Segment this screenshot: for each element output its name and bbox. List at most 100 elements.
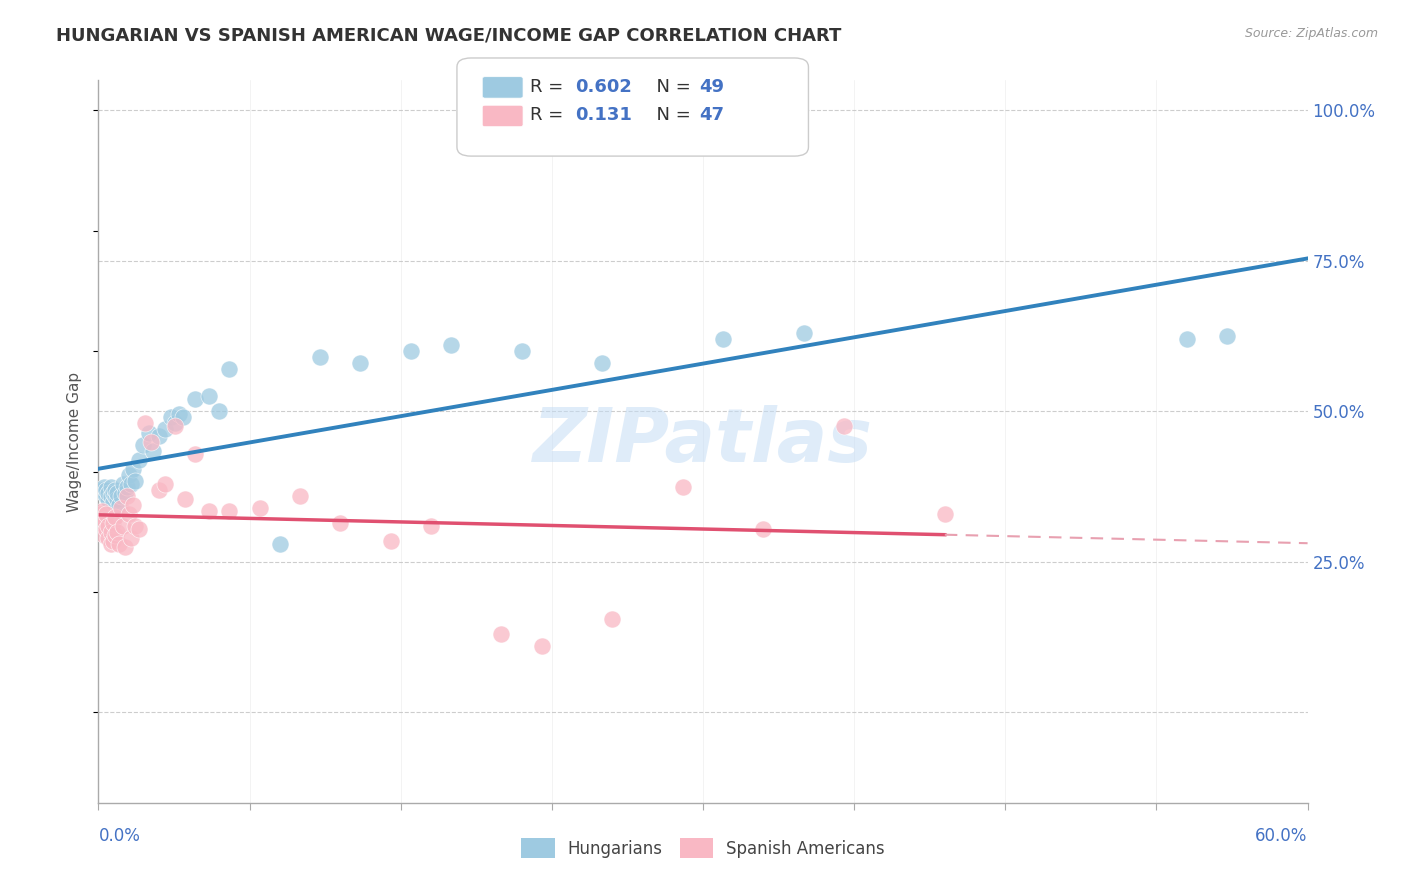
Point (91, 504, 114, 518)
Point (103, 489, 125, 503)
Text: 49: 49 (699, 78, 724, 95)
Point (107, 537, 129, 551)
Point (148, 428, 170, 442)
Point (96, 522, 118, 536)
Point (105, 524, 128, 539)
Point (184, 392, 207, 407)
Point (142, 443, 165, 458)
Point (91, 518, 114, 533)
Point (105, 491, 128, 506)
Point (101, 516, 124, 530)
Point (1175, 332, 1198, 346)
Text: 0.602: 0.602 (575, 78, 631, 95)
Point (309, 350, 332, 364)
Point (93, 513, 115, 527)
Point (380, 533, 402, 548)
Y-axis label: Wage/Income Gap: Wage/Income Gap (67, 371, 83, 512)
Point (91, 483, 114, 497)
Point (96, 489, 118, 503)
Point (163, 417, 186, 431)
Point (163, 419, 186, 434)
Point (134, 417, 156, 431)
Point (101, 485, 124, 500)
Point (752, 522, 775, 536)
Text: 60.0%: 60.0% (1256, 827, 1308, 845)
Point (100, 480, 122, 494)
Point (138, 425, 160, 440)
Point (100, 524, 122, 539)
Point (934, 507, 956, 521)
Point (132, 437, 155, 451)
Legend: Hungarians, Spanish Americans: Hungarians, Spanish Americans (513, 830, 893, 867)
Point (591, 356, 613, 370)
Point (711, 332, 734, 346)
Text: N =: N = (645, 106, 697, 124)
Text: Source: ZipAtlas.com: Source: ZipAtlas.com (1244, 27, 1378, 40)
Text: 0.131: 0.131 (575, 106, 631, 124)
Point (288, 489, 311, 503)
Point (110, 500, 132, 515)
Point (120, 531, 142, 545)
Point (218, 362, 240, 376)
Point (121, 498, 143, 512)
Point (97, 531, 120, 545)
Point (1216, 329, 1239, 343)
Text: HUNGARIAN VS SPANISH AMERICAN WAGE/INCOME GAP CORRELATION CHART: HUNGARIAN VS SPANISH AMERICAN WAGE/INCOM… (56, 27, 842, 45)
Point (530, 639, 553, 653)
Point (111, 518, 134, 533)
Point (167, 408, 190, 422)
Point (218, 504, 240, 518)
Text: R =: R = (530, 106, 575, 124)
Point (120, 476, 142, 491)
Point (100, 537, 122, 551)
Text: 47: 47 (699, 106, 724, 124)
Point (399, 344, 422, 359)
Point (121, 461, 143, 475)
Point (96, 483, 118, 497)
Point (128, 452, 150, 467)
Point (510, 344, 533, 359)
Point (97, 518, 120, 533)
Point (114, 485, 136, 500)
Point (249, 500, 271, 515)
Point (174, 491, 197, 506)
Point (153, 423, 176, 437)
Point (107, 498, 129, 512)
Point (101, 494, 124, 508)
Text: N =: N = (645, 78, 697, 95)
Point (349, 356, 371, 370)
Point (100, 489, 122, 503)
Point (105, 485, 128, 500)
Point (118, 507, 141, 521)
Point (96, 507, 118, 521)
Point (148, 483, 170, 497)
Point (832, 419, 855, 434)
Point (114, 540, 136, 554)
Point (128, 522, 150, 536)
Point (93, 528, 115, 542)
Point (110, 489, 132, 503)
Point (793, 326, 815, 340)
Point (160, 410, 183, 425)
Point (172, 410, 194, 425)
Point (420, 518, 443, 533)
Point (97, 485, 120, 500)
Point (115, 480, 138, 494)
Text: ZIPatlas: ZIPatlas (533, 405, 873, 478)
Point (208, 404, 231, 418)
Point (198, 389, 221, 403)
Point (602, 612, 624, 626)
Point (491, 627, 513, 641)
Point (153, 476, 176, 491)
Point (440, 338, 463, 352)
Point (89, 507, 111, 521)
Point (93, 485, 115, 500)
Point (198, 504, 221, 518)
Point (115, 489, 138, 503)
Point (111, 476, 134, 491)
Point (139, 434, 162, 449)
Point (101, 533, 124, 548)
Point (93, 480, 115, 494)
Point (103, 509, 125, 524)
Point (103, 483, 125, 497)
